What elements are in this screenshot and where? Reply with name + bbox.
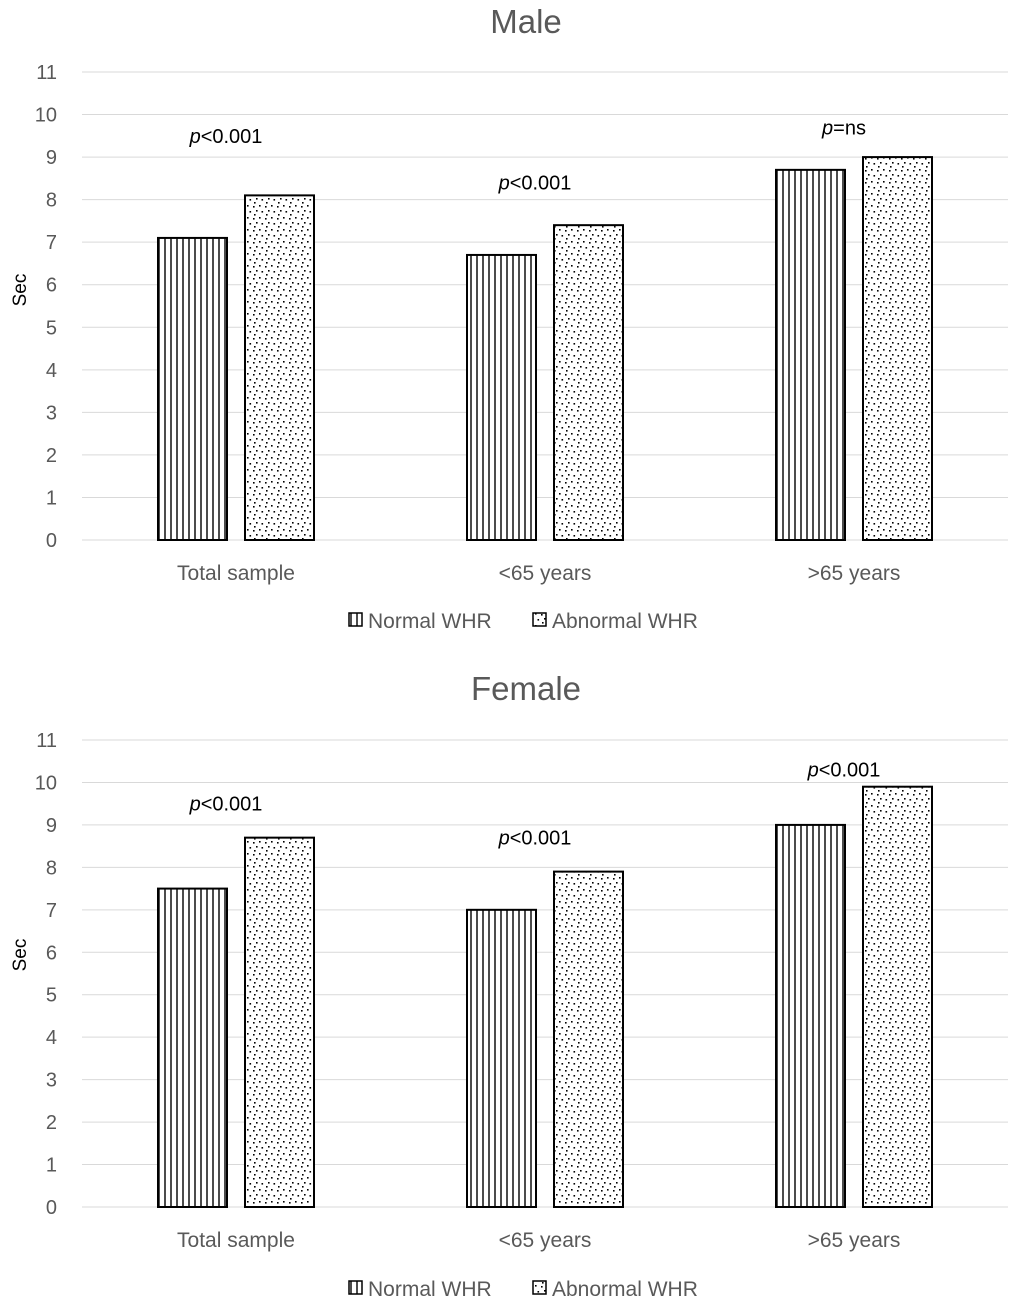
y-tick-label: 0 <box>46 1197 57 1219</box>
y-tick-label: 2 <box>46 445 57 467</box>
y-tick-label: 10 <box>35 772 57 794</box>
x-tick-label: >65 years <box>808 562 901 585</box>
y-tick-label: 11 <box>36 730 57 752</box>
x-tick-label: <65 years <box>499 562 592 585</box>
x-tick-label: Total sample <box>177 562 295 585</box>
bar-normal-whr <box>157 236 228 541</box>
y-tick-label: 4 <box>46 360 57 382</box>
bar-normal-whr <box>775 168 846 541</box>
legend-swatch <box>532 612 547 627</box>
y-tick-label: 7 <box>46 232 57 254</box>
y-tick-label: 3 <box>46 1070 57 1092</box>
legend-label: Normal WHR <box>368 610 492 633</box>
y-tick-label: 6 <box>46 275 57 297</box>
bar-normal-whr <box>466 253 537 541</box>
y-tick-label: 9 <box>46 147 57 169</box>
y-tick-label: 8 <box>46 857 57 879</box>
bar-abnormal-whr <box>244 194 315 542</box>
bar-normal-whr <box>157 887 228 1208</box>
y-tick-label: 10 <box>35 105 57 127</box>
bar-abnormal-whr <box>862 785 933 1208</box>
legend-item: Abnormal WHR <box>532 1278 698 1301</box>
p-value-annotation: p<0.001 <box>498 828 572 850</box>
p-value-annotation: p<0.001 <box>189 126 263 148</box>
legend-item: Normal WHR <box>348 1278 492 1301</box>
x-tick-label: Total sample <box>177 1229 295 1252</box>
legend-label: Abnormal WHR <box>552 1278 698 1301</box>
y-tick-label: 0 <box>46 530 57 552</box>
p-value-annotation: p=ns <box>821 117 866 139</box>
legend-item: Abnormal WHR <box>532 610 698 633</box>
y-tick-label: 4 <box>46 1027 57 1049</box>
y-tick-label: 5 <box>46 985 57 1007</box>
bar-normal-whr <box>466 908 537 1208</box>
chart-title: Male <box>490 3 562 40</box>
female-chart: Female Sec 0 1 2 3 4 5 6 7 8 9 10 11 Total sample <65… <box>10 670 1008 1301</box>
y-tick-label: 8 <box>46 190 57 212</box>
y-tick-label: 5 <box>46 317 57 339</box>
bar-abnormal-whr <box>553 870 624 1208</box>
p-value-annotation: p<0.001 <box>189 794 263 816</box>
legend-swatch <box>532 1280 547 1295</box>
y-tick-label: 9 <box>46 815 57 837</box>
y-tick-label: 1 <box>46 1155 57 1177</box>
y-tick-label: 11 <box>36 62 57 84</box>
bar-normal-whr <box>775 823 846 1209</box>
y-tick-label: 6 <box>46 942 57 964</box>
y-tick-label: 7 <box>46 900 57 922</box>
legend-item: Normal WHR <box>348 610 492 633</box>
p-value-annotation: p<0.001 <box>498 173 572 195</box>
y-tick-label: 2 <box>46 1112 57 1134</box>
p-value-annotation: p<0.001 <box>807 760 881 782</box>
y-tick-label: 3 <box>46 402 57 424</box>
y-axis-label: Sec <box>10 274 31 307</box>
legend-swatch <box>348 612 363 627</box>
bar-abnormal-whr <box>244 836 315 1208</box>
x-tick-label: >65 years <box>808 1229 901 1252</box>
chart-title: Female <box>471 670 581 707</box>
legend-label: Normal WHR <box>368 1278 492 1301</box>
male-chart: Male Sec 0 1 2 3 4 5 6 7 8 9 10 11 Total sample <65 y… <box>10 3 1008 633</box>
bar-abnormal-whr <box>553 224 624 541</box>
y-axis-label: Sec <box>10 939 31 972</box>
legend-swatch <box>348 1280 363 1295</box>
x-tick-label: <65 years <box>499 1229 592 1252</box>
y-tick-label: 1 <box>46 487 57 509</box>
legend-label: Abnormal WHR <box>552 610 698 633</box>
bar-abnormal-whr <box>862 156 933 541</box>
